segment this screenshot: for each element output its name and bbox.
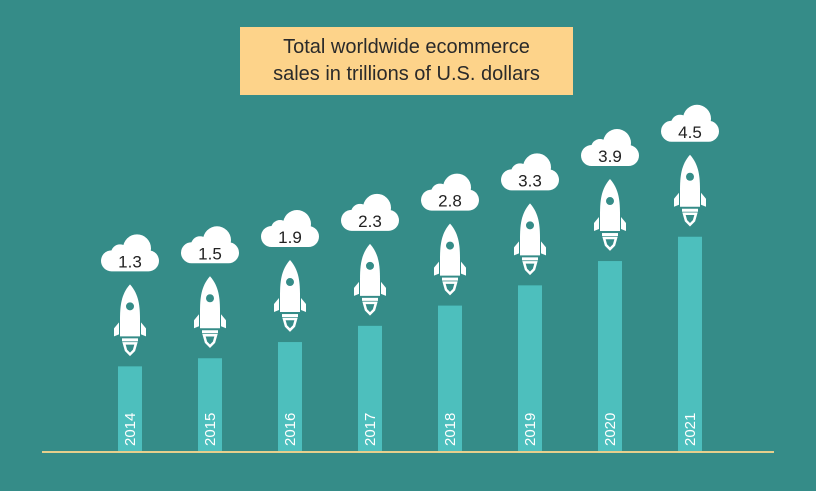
value-label: 2.8	[438, 192, 462, 211]
bar	[278, 342, 302, 452]
rocket-icon	[114, 284, 146, 357]
cloud-icon	[181, 226, 239, 264]
bar-group-2014: 2014 1.3	[101, 234, 159, 452]
cloud-icon	[501, 153, 559, 191]
bar	[678, 236, 702, 452]
value-label: 3.9	[598, 147, 622, 166]
rocket-icon	[674, 154, 706, 227]
rocket-icon	[354, 243, 386, 316]
title-line-2: sales in trillions of U.S. dollars	[273, 63, 540, 85]
year-label: 2018	[442, 413, 459, 446]
bar-group-2020: 2020 3.9	[581, 129, 639, 452]
bar-group-2015: 2015 1.5	[181, 226, 239, 452]
bar-group-2021: 2021 4.5	[661, 104, 719, 452]
value-label: 2.3	[358, 212, 382, 231]
value-label: 4.5	[678, 123, 702, 142]
value-label: 3.3	[518, 171, 542, 190]
rocket-icon	[594, 179, 626, 251]
bar-group-2018: 2018 2.8	[421, 173, 479, 452]
bar	[118, 366, 142, 452]
baseline	[42, 451, 774, 453]
bar	[198, 358, 222, 452]
year-label: 2016	[282, 413, 299, 446]
cloud-icon	[341, 193, 399, 231]
bar	[518, 285, 542, 452]
cloud-icon	[661, 104, 719, 142]
rocket-icon	[434, 223, 466, 296]
bar	[598, 261, 622, 452]
cloud-icon	[421, 173, 479, 211]
year-label: 2021	[682, 413, 699, 446]
cloud-icon	[101, 234, 159, 272]
year-label: 2015	[202, 413, 219, 446]
value-label: 1.3	[118, 252, 142, 271]
rocket-icon	[274, 260, 306, 332]
rocket-icon	[514, 203, 546, 276]
year-label: 2017	[362, 413, 379, 446]
title-line-1: Total worldwide ecommerce	[283, 36, 530, 58]
year-label: 2019	[522, 413, 539, 446]
cloud-icon	[581, 129, 639, 167]
bar-group-2016: 2016 1.9	[261, 210, 319, 452]
value-label: 1.9	[278, 228, 302, 247]
bar-group-2017: 2017 2.3	[341, 193, 399, 452]
bar	[438, 305, 462, 452]
year-label: 2014	[122, 413, 139, 446]
value-label: 1.5	[198, 244, 222, 263]
year-label: 2020	[602, 413, 619, 446]
bar	[358, 325, 382, 452]
chart-title: Total worldwide ecommerce sales in trill…	[240, 27, 573, 95]
bar-group-2019: 2019 3.3	[501, 153, 559, 452]
cloud-icon	[261, 210, 319, 248]
rocket-icon	[194, 276, 226, 349]
